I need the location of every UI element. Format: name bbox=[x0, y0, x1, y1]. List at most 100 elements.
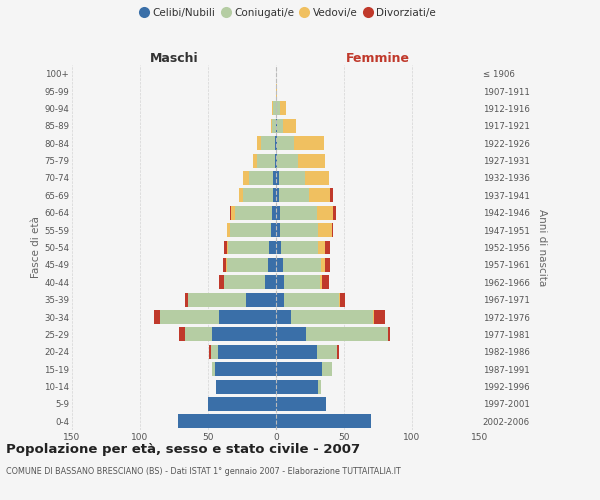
Bar bbox=[188, 292, 246, 306]
Bar bbox=[281, 240, 318, 254]
Bar bbox=[219, 310, 276, 324]
Bar bbox=[218, 345, 276, 358]
Bar bbox=[317, 206, 333, 220]
Text: Popolazione per età, sesso e stato civile - 2007: Popolazione per età, sesso e stato civil… bbox=[6, 442, 360, 456]
Bar bbox=[179, 328, 185, 342]
Bar bbox=[227, 258, 268, 272]
Bar bbox=[276, 328, 306, 342]
Text: Femmine: Femmine bbox=[346, 52, 410, 65]
Text: Maschi: Maschi bbox=[149, 52, 199, 65]
Bar bbox=[293, 136, 323, 150]
Bar bbox=[284, 276, 320, 289]
Legend: Celibi/Nubili, Coniugati/e, Vedovi/e, Divorziati/e: Celibi/Nubili, Coniugati/e, Vedovi/e, Di… bbox=[140, 8, 436, 18]
Bar bbox=[226, 258, 227, 272]
Bar bbox=[257, 154, 275, 168]
Bar bbox=[160, 310, 219, 324]
Bar bbox=[276, 102, 280, 116]
Bar bbox=[211, 345, 218, 358]
Bar bbox=[231, 206, 235, 220]
Bar bbox=[185, 328, 212, 342]
Bar bbox=[268, 258, 276, 272]
Bar bbox=[269, 240, 276, 254]
Bar bbox=[276, 345, 317, 358]
Bar bbox=[325, 240, 331, 254]
Bar bbox=[322, 276, 329, 289]
Bar bbox=[235, 206, 272, 220]
Bar bbox=[154, 310, 160, 324]
Bar bbox=[277, 119, 283, 133]
Bar bbox=[227, 240, 229, 254]
Bar bbox=[298, 154, 325, 168]
Bar bbox=[230, 206, 231, 220]
Bar bbox=[271, 223, 276, 237]
Bar bbox=[273, 102, 276, 116]
Bar bbox=[277, 154, 298, 168]
Bar bbox=[271, 119, 272, 133]
Bar bbox=[276, 136, 277, 150]
Bar bbox=[280, 102, 286, 116]
Bar bbox=[209, 345, 211, 358]
Bar bbox=[277, 136, 293, 150]
Text: COMUNE DI BASSANO BRESCIANO (BS) - Dati ISTAT 1° gennaio 2007 - Elaborazione TUT: COMUNE DI BASSANO BRESCIANO (BS) - Dati … bbox=[6, 468, 401, 476]
Bar bbox=[216, 380, 276, 394]
Bar bbox=[276, 206, 280, 220]
Bar bbox=[276, 362, 322, 376]
Bar bbox=[273, 188, 276, 202]
Bar bbox=[308, 188, 331, 202]
Bar bbox=[212, 362, 215, 376]
Bar bbox=[276, 154, 277, 168]
Bar bbox=[280, 223, 318, 237]
Bar bbox=[318, 223, 332, 237]
Bar bbox=[185, 292, 188, 306]
Bar bbox=[280, 206, 317, 220]
Bar bbox=[249, 171, 273, 185]
Bar bbox=[325, 258, 331, 272]
Bar bbox=[276, 84, 277, 98]
Bar bbox=[276, 240, 281, 254]
Bar bbox=[223, 258, 226, 272]
Bar bbox=[332, 223, 333, 237]
Bar bbox=[373, 310, 374, 324]
Bar bbox=[215, 362, 276, 376]
Bar bbox=[340, 292, 346, 306]
Bar bbox=[276, 276, 284, 289]
Bar bbox=[276, 171, 279, 185]
Bar bbox=[320, 276, 322, 289]
Bar bbox=[333, 206, 336, 220]
Bar bbox=[272, 206, 276, 220]
Bar bbox=[244, 188, 273, 202]
Bar bbox=[273, 171, 276, 185]
Bar bbox=[276, 258, 283, 272]
Bar bbox=[306, 328, 388, 342]
Bar bbox=[272, 119, 276, 133]
Y-axis label: Anni di nascita: Anni di nascita bbox=[536, 209, 547, 286]
Bar bbox=[283, 119, 296, 133]
Bar bbox=[291, 310, 373, 324]
Bar bbox=[224, 240, 227, 254]
Bar bbox=[265, 276, 276, 289]
Bar bbox=[305, 171, 329, 185]
Bar bbox=[275, 136, 276, 150]
Bar bbox=[276, 119, 277, 133]
Bar bbox=[331, 188, 333, 202]
Bar bbox=[244, 171, 249, 185]
Bar bbox=[275, 154, 276, 168]
Bar bbox=[229, 240, 269, 254]
Bar bbox=[374, 310, 385, 324]
Bar bbox=[276, 397, 326, 411]
Bar bbox=[321, 258, 325, 272]
Bar bbox=[283, 258, 321, 272]
Bar bbox=[276, 188, 279, 202]
Bar bbox=[227, 223, 230, 237]
Bar bbox=[224, 276, 265, 289]
Bar bbox=[239, 188, 244, 202]
Bar bbox=[178, 414, 276, 428]
Bar bbox=[276, 310, 291, 324]
Bar bbox=[318, 380, 321, 394]
Y-axis label: Fasce di età: Fasce di età bbox=[31, 216, 41, 278]
Bar bbox=[388, 328, 390, 342]
Bar bbox=[322, 362, 332, 376]
Bar bbox=[279, 188, 308, 202]
Bar bbox=[338, 292, 340, 306]
Bar bbox=[257, 136, 261, 150]
